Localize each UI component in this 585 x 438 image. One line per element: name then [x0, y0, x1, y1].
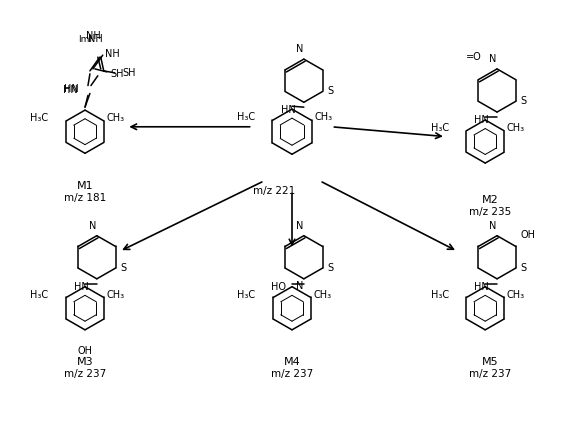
Text: H₃C: H₃C [30, 113, 49, 123]
Text: HN: HN [74, 282, 89, 292]
Text: SH: SH [122, 68, 136, 78]
Text: N: N [490, 221, 497, 231]
Text: M4: M4 [284, 357, 300, 367]
Text: H₃C: H₃C [431, 123, 449, 133]
Text: S: S [328, 263, 333, 273]
Text: SH: SH [111, 69, 124, 79]
Text: m/z 237: m/z 237 [64, 369, 106, 379]
Text: HN: HN [64, 84, 79, 94]
Text: Iml: Iml [78, 35, 92, 44]
Text: CH₃: CH₃ [507, 123, 525, 133]
Text: HN: HN [474, 115, 489, 125]
Text: S: S [328, 86, 333, 96]
Text: NH: NH [88, 35, 103, 44]
Text: M5: M5 [482, 357, 498, 367]
Text: HN: HN [474, 282, 489, 292]
Text: CH₃: CH₃ [315, 113, 333, 123]
Text: H₃C: H₃C [238, 290, 256, 300]
Text: S: S [121, 263, 127, 273]
Text: M2: M2 [482, 195, 498, 205]
Text: N: N [296, 281, 304, 291]
Text: OH: OH [77, 346, 92, 356]
Text: m/z 221: m/z 221 [253, 186, 295, 196]
Text: m/z 237: m/z 237 [271, 369, 313, 379]
Text: N: N [490, 54, 497, 64]
Text: S: S [521, 96, 527, 106]
Text: NH: NH [105, 49, 119, 59]
Text: S: S [521, 263, 527, 273]
Text: m/z 237: m/z 237 [469, 369, 511, 379]
Text: H₃C: H₃C [236, 113, 254, 123]
Text: CH₃: CH₃ [314, 290, 332, 300]
Text: N: N [296, 221, 304, 231]
Text: =O: =O [466, 52, 481, 62]
Text: HN: HN [281, 105, 296, 115]
Text: m/z 181: m/z 181 [64, 193, 106, 202]
Text: CH₃: CH₃ [507, 290, 525, 300]
Text: N: N [89, 221, 97, 231]
Text: OH: OH [521, 230, 536, 240]
Text: M3: M3 [77, 357, 94, 367]
Text: N: N [296, 44, 304, 54]
Text: H₃C: H₃C [30, 290, 49, 300]
Text: CH₃: CH₃ [106, 113, 125, 123]
Text: NH: NH [85, 32, 100, 42]
Text: HO: HO [271, 282, 286, 292]
Text: H₃C: H₃C [431, 290, 449, 300]
Text: CH₃: CH₃ [106, 290, 125, 300]
Text: HN: HN [63, 85, 78, 95]
Text: M1: M1 [77, 181, 94, 191]
Text: m/z 235: m/z 235 [469, 207, 511, 217]
